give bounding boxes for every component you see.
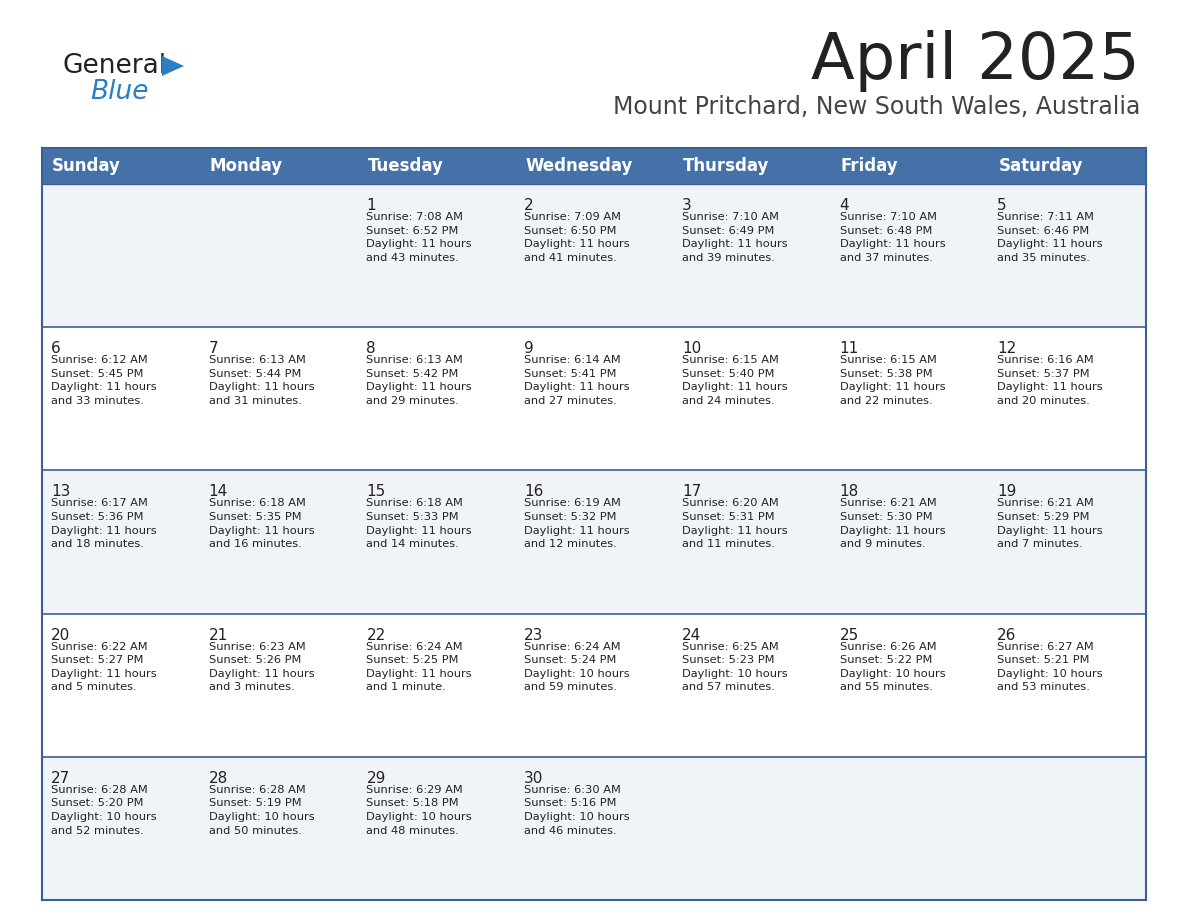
Text: Sunday: Sunday [52, 157, 121, 175]
Text: Sunrise: 6:16 AM
Sunset: 5:37 PM
Daylight: 11 hours
and 20 minutes.: Sunrise: 6:16 AM Sunset: 5:37 PM Dayligh… [997, 355, 1102, 406]
Text: 21: 21 [209, 628, 228, 643]
Bar [42, 184, 1146, 327]
Text: Tuesday: Tuesday [367, 157, 443, 175]
Text: Sunrise: 6:17 AM
Sunset: 5:36 PM
Daylight: 11 hours
and 18 minutes.: Sunrise: 6:17 AM Sunset: 5:36 PM Dayligh… [51, 498, 157, 549]
Text: 29: 29 [366, 771, 386, 786]
Text: Sunrise: 6:23 AM
Sunset: 5:26 PM
Daylight: 11 hours
and 3 minutes.: Sunrise: 6:23 AM Sunset: 5:26 PM Dayligh… [209, 642, 315, 692]
Text: Mount Pritchard, New South Wales, Australia: Mount Pritchard, New South Wales, Austra… [613, 95, 1140, 119]
Text: 6: 6 [51, 341, 61, 356]
Bar [42, 613, 1146, 756]
Text: 12: 12 [997, 341, 1017, 356]
Text: 5: 5 [997, 198, 1007, 213]
Text: 15: 15 [366, 485, 386, 499]
Text: 23: 23 [524, 628, 544, 643]
Text: General: General [62, 53, 166, 79]
Text: 1: 1 [366, 198, 377, 213]
Text: 10: 10 [682, 341, 701, 356]
Text: Sunrise: 7:09 AM
Sunset: 6:50 PM
Daylight: 11 hours
and 41 minutes.: Sunrise: 7:09 AM Sunset: 6:50 PM Dayligh… [524, 212, 630, 263]
Text: 25: 25 [840, 628, 859, 643]
Text: 9: 9 [524, 341, 533, 356]
Text: 4: 4 [840, 198, 849, 213]
Bar [42, 756, 1146, 900]
Text: 28: 28 [209, 771, 228, 786]
Text: Sunrise: 6:19 AM
Sunset: 5:32 PM
Daylight: 11 hours
and 12 minutes.: Sunrise: 6:19 AM Sunset: 5:32 PM Dayligh… [524, 498, 630, 549]
Text: 11: 11 [840, 341, 859, 356]
Text: 27: 27 [51, 771, 70, 786]
Text: Sunrise: 6:13 AM
Sunset: 5:44 PM
Daylight: 11 hours
and 31 minutes.: Sunrise: 6:13 AM Sunset: 5:44 PM Dayligh… [209, 355, 315, 406]
Text: Sunrise: 6:29 AM
Sunset: 5:18 PM
Daylight: 10 hours
and 48 minutes.: Sunrise: 6:29 AM Sunset: 5:18 PM Dayligh… [366, 785, 472, 835]
Text: Sunrise: 6:15 AM
Sunset: 5:40 PM
Daylight: 11 hours
and 24 minutes.: Sunrise: 6:15 AM Sunset: 5:40 PM Dayligh… [682, 355, 788, 406]
Text: Sunrise: 7:10 AM
Sunset: 6:48 PM
Daylight: 11 hours
and 37 minutes.: Sunrise: 7:10 AM Sunset: 6:48 PM Dayligh… [840, 212, 946, 263]
Text: April 2025: April 2025 [811, 30, 1140, 92]
Text: 8: 8 [366, 341, 377, 356]
Text: Sunrise: 6:30 AM
Sunset: 5:16 PM
Daylight: 10 hours
and 46 minutes.: Sunrise: 6:30 AM Sunset: 5:16 PM Dayligh… [524, 785, 630, 835]
Text: Sunrise: 6:22 AM
Sunset: 5:27 PM
Daylight: 11 hours
and 5 minutes.: Sunrise: 6:22 AM Sunset: 5:27 PM Dayligh… [51, 642, 157, 692]
Text: Sunrise: 7:11 AM
Sunset: 6:46 PM
Daylight: 11 hours
and 35 minutes.: Sunrise: 7:11 AM Sunset: 6:46 PM Dayligh… [997, 212, 1102, 263]
Bar [42, 327, 1146, 470]
Text: Sunrise: 7:08 AM
Sunset: 6:52 PM
Daylight: 11 hours
and 43 minutes.: Sunrise: 7:08 AM Sunset: 6:52 PM Dayligh… [366, 212, 472, 263]
Polygon shape [162, 56, 184, 76]
Text: 26: 26 [997, 628, 1017, 643]
Text: Sunrise: 6:20 AM
Sunset: 5:31 PM
Daylight: 11 hours
and 11 minutes.: Sunrise: 6:20 AM Sunset: 5:31 PM Dayligh… [682, 498, 788, 549]
Text: Friday: Friday [841, 157, 898, 175]
Text: Sunrise: 6:28 AM
Sunset: 5:19 PM
Daylight: 10 hours
and 50 minutes.: Sunrise: 6:28 AM Sunset: 5:19 PM Dayligh… [209, 785, 315, 835]
Text: Sunrise: 6:18 AM
Sunset: 5:35 PM
Daylight: 11 hours
and 16 minutes.: Sunrise: 6:18 AM Sunset: 5:35 PM Dayligh… [209, 498, 315, 549]
Bar [42, 148, 1146, 184]
Text: Sunrise: 6:15 AM
Sunset: 5:38 PM
Daylight: 11 hours
and 22 minutes.: Sunrise: 6:15 AM Sunset: 5:38 PM Dayligh… [840, 355, 946, 406]
Text: 30: 30 [524, 771, 544, 786]
Text: 3: 3 [682, 198, 691, 213]
Text: 13: 13 [51, 485, 70, 499]
Text: Wednesday: Wednesday [525, 157, 632, 175]
Text: Sunrise: 6:14 AM
Sunset: 5:41 PM
Daylight: 11 hours
and 27 minutes.: Sunrise: 6:14 AM Sunset: 5:41 PM Dayligh… [524, 355, 630, 406]
Text: Sunrise: 6:24 AM
Sunset: 5:24 PM
Daylight: 10 hours
and 59 minutes.: Sunrise: 6:24 AM Sunset: 5:24 PM Dayligh… [524, 642, 630, 692]
Text: 7: 7 [209, 341, 219, 356]
Text: Sunrise: 6:28 AM
Sunset: 5:20 PM
Daylight: 10 hours
and 52 minutes.: Sunrise: 6:28 AM Sunset: 5:20 PM Dayligh… [51, 785, 157, 835]
Text: 2: 2 [524, 198, 533, 213]
Text: 14: 14 [209, 485, 228, 499]
Text: 22: 22 [366, 628, 386, 643]
Text: 17: 17 [682, 485, 701, 499]
Text: Sunrise: 6:13 AM
Sunset: 5:42 PM
Daylight: 11 hours
and 29 minutes.: Sunrise: 6:13 AM Sunset: 5:42 PM Dayligh… [366, 355, 472, 406]
Text: 19: 19 [997, 485, 1017, 499]
Text: 24: 24 [682, 628, 701, 643]
Text: Sunrise: 6:21 AM
Sunset: 5:29 PM
Daylight: 11 hours
and 7 minutes.: Sunrise: 6:21 AM Sunset: 5:29 PM Dayligh… [997, 498, 1102, 549]
Text: Sunrise: 6:27 AM
Sunset: 5:21 PM
Daylight: 10 hours
and 53 minutes.: Sunrise: 6:27 AM Sunset: 5:21 PM Dayligh… [997, 642, 1102, 692]
Text: 20: 20 [51, 628, 70, 643]
Text: Sunrise: 6:25 AM
Sunset: 5:23 PM
Daylight: 10 hours
and 57 minutes.: Sunrise: 6:25 AM Sunset: 5:23 PM Dayligh… [682, 642, 788, 692]
Text: 18: 18 [840, 485, 859, 499]
Text: Blue: Blue [90, 79, 148, 105]
Text: Sunrise: 6:12 AM
Sunset: 5:45 PM
Daylight: 11 hours
and 33 minutes.: Sunrise: 6:12 AM Sunset: 5:45 PM Dayligh… [51, 355, 157, 406]
Text: Monday: Monday [210, 157, 283, 175]
Bar [42, 470, 1146, 613]
Text: Sunrise: 6:24 AM
Sunset: 5:25 PM
Daylight: 11 hours
and 1 minute.: Sunrise: 6:24 AM Sunset: 5:25 PM Dayligh… [366, 642, 472, 692]
Text: 16: 16 [524, 485, 544, 499]
Text: Sunrise: 6:18 AM
Sunset: 5:33 PM
Daylight: 11 hours
and 14 minutes.: Sunrise: 6:18 AM Sunset: 5:33 PM Dayligh… [366, 498, 472, 549]
Text: Thursday: Thursday [683, 157, 770, 175]
Text: Saturday: Saturday [998, 157, 1082, 175]
Text: Sunrise: 7:10 AM
Sunset: 6:49 PM
Daylight: 11 hours
and 39 minutes.: Sunrise: 7:10 AM Sunset: 6:49 PM Dayligh… [682, 212, 788, 263]
Text: Sunrise: 6:26 AM
Sunset: 5:22 PM
Daylight: 10 hours
and 55 minutes.: Sunrise: 6:26 AM Sunset: 5:22 PM Dayligh… [840, 642, 946, 692]
Text: Sunrise: 6:21 AM
Sunset: 5:30 PM
Daylight: 11 hours
and 9 minutes.: Sunrise: 6:21 AM Sunset: 5:30 PM Dayligh… [840, 498, 946, 549]
